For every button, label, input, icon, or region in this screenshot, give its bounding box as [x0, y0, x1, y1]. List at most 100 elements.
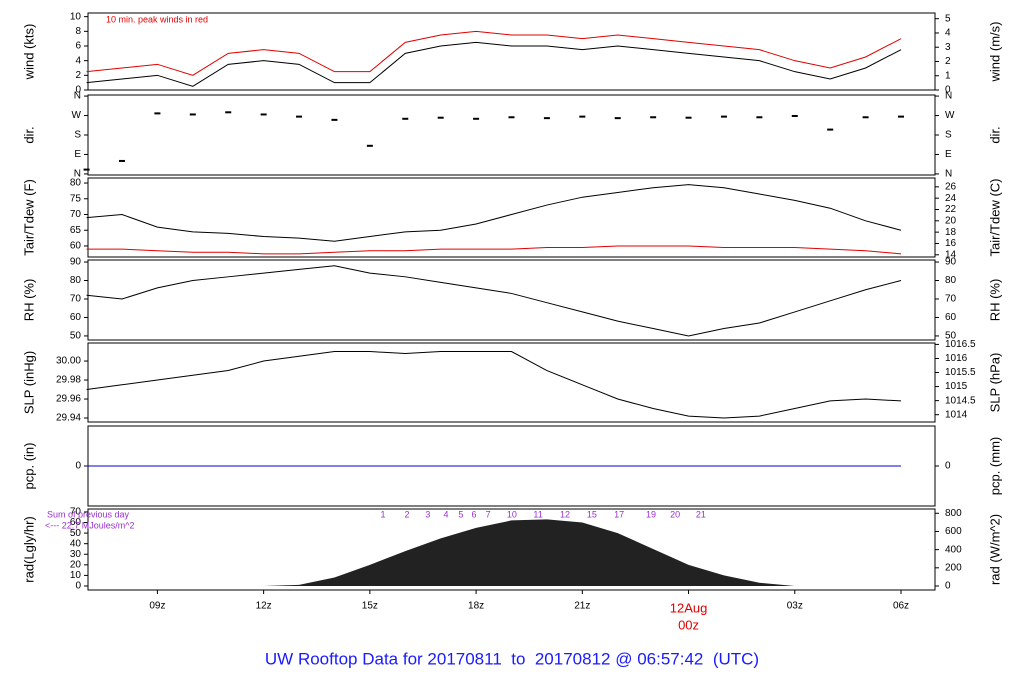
- y2-tick-label: 80: [945, 275, 957, 286]
- dir-point: [402, 117, 409, 120]
- hour-label: 20: [670, 509, 680, 519]
- hour-label: 17: [614, 509, 624, 519]
- y-tick-label: 30.00: [56, 356, 81, 367]
- y-tick-label: 70: [70, 209, 82, 220]
- y2-tick-label: 24: [945, 193, 957, 204]
- x-tick-label: 03z: [787, 601, 803, 612]
- y-tick-label: 50: [70, 528, 82, 539]
- y-tick-label: 10: [70, 570, 82, 581]
- hour-label: 3: [425, 509, 430, 519]
- y2-tick-label: W: [945, 110, 955, 121]
- y-tick-label: E: [74, 149, 81, 160]
- dir-point: [154, 112, 161, 115]
- y2-tick-label: 14: [945, 249, 957, 260]
- y-tick-label: 60: [70, 241, 82, 252]
- panel-frame: [87, 259, 936, 341]
- dir-point: [437, 116, 444, 119]
- y2-tick-label: 1015.5: [945, 367, 976, 378]
- y2-tick-label: N: [945, 91, 952, 102]
- y-tick-label: 29.96: [56, 394, 81, 405]
- x-tick-label: 15z: [362, 601, 378, 612]
- x-tick-label: 18z: [468, 601, 484, 612]
- y-tick-label: 29.98: [56, 375, 81, 386]
- x-tick-label: 09z: [149, 601, 165, 612]
- y-tick-label: 30: [70, 549, 82, 560]
- panel-frame: [87, 177, 936, 258]
- y-tick-label: 75: [70, 193, 82, 204]
- y2-axis-label: wind (m/s): [987, 22, 1002, 83]
- series-line: [86, 184, 902, 242]
- y2-tick-label: 1015: [945, 381, 968, 392]
- y-axis-label: rad(Lgly/hr): [21, 516, 36, 582]
- hour-label: 12: [560, 509, 570, 519]
- y-tick-label: 65: [70, 225, 82, 236]
- rad-area: [86, 519, 902, 586]
- y2-tick-label: 3: [945, 42, 951, 53]
- y2-axis-label: rad (W/m^2): [987, 514, 1002, 585]
- y-tick-label: 2: [75, 70, 81, 81]
- dir-point: [791, 114, 798, 117]
- x-tick-label: 06z: [893, 601, 909, 612]
- hour-label: 7: [486, 509, 491, 519]
- y-tick-label: 6: [75, 41, 81, 52]
- hour-label: 11: [533, 509, 542, 519]
- y-tick-label: 0: [75, 581, 81, 592]
- y-tick-label: 40: [70, 538, 82, 549]
- y-tick-label: 50: [70, 331, 82, 342]
- y-tick-label: 70: [70, 507, 82, 518]
- hour-label: 2: [405, 509, 410, 519]
- y-tick-label: 80: [70, 275, 82, 286]
- y-tick-label: 60: [70, 517, 82, 528]
- hour-label: 1: [380, 509, 385, 519]
- panel-frame: [87, 12, 936, 91]
- dir-point: [650, 116, 657, 119]
- y2-tick-label: 50: [945, 331, 957, 342]
- y-tick-label: 60: [70, 312, 82, 323]
- dir-point: [827, 128, 834, 131]
- note: Sum of previous day: [47, 509, 130, 519]
- y2-tick-label: N: [945, 169, 952, 180]
- y-tick-label: N: [74, 169, 81, 180]
- dir-point: [473, 117, 480, 120]
- dir-point: [225, 111, 232, 114]
- dir-point: [260, 113, 267, 116]
- y2-tick-label: 90: [945, 257, 957, 268]
- panel-frame: [87, 342, 936, 423]
- y2-tick-label: S: [945, 130, 952, 141]
- chart-title: UW Rooftop Data for 20170811 to 20170812…: [265, 649, 759, 668]
- y-tick-label: S: [74, 130, 81, 141]
- x-tick-label: 00z: [678, 617, 699, 632]
- series-line: [86, 245, 902, 255]
- hour-label: 5: [458, 509, 463, 519]
- y2-tick-label: 26: [945, 181, 957, 192]
- hour-label: 10: [507, 509, 517, 519]
- y2-tick-label: 20: [945, 215, 957, 226]
- dir-point: [189, 113, 196, 116]
- series-line: [86, 351, 902, 419]
- x-tick-label: 21z: [574, 601, 590, 612]
- y2-tick-label: 1014.5: [945, 395, 976, 406]
- y2-axis-label: RH (%): [987, 279, 1002, 322]
- panel-frame: [87, 94, 936, 176]
- dir-point: [331, 118, 338, 121]
- y2-tick-label: 18: [945, 227, 957, 238]
- x-tick-label: 12z: [256, 601, 272, 612]
- y2-tick-label: 200: [945, 562, 962, 573]
- dir-point: [83, 168, 90, 171]
- dir-point: [614, 117, 621, 120]
- y-tick-label: W: [72, 110, 82, 121]
- y-tick-label: 10: [70, 11, 82, 22]
- y2-tick-label: 70: [945, 294, 957, 305]
- dir-point: [118, 159, 125, 162]
- y2-tick-label: 5: [945, 13, 951, 24]
- y2-tick-label: 0: [945, 85, 951, 96]
- y2-tick-label: 0: [945, 581, 951, 592]
- dir-point: [862, 116, 869, 119]
- y-axis-label: RH (%): [21, 279, 36, 322]
- y-tick-label: 90: [70, 257, 82, 268]
- dir-point: [685, 116, 692, 119]
- note: <--- 22.7 MJoules/m^2: [45, 520, 135, 530]
- dir-point: [296, 115, 303, 118]
- dir-point: [720, 115, 727, 118]
